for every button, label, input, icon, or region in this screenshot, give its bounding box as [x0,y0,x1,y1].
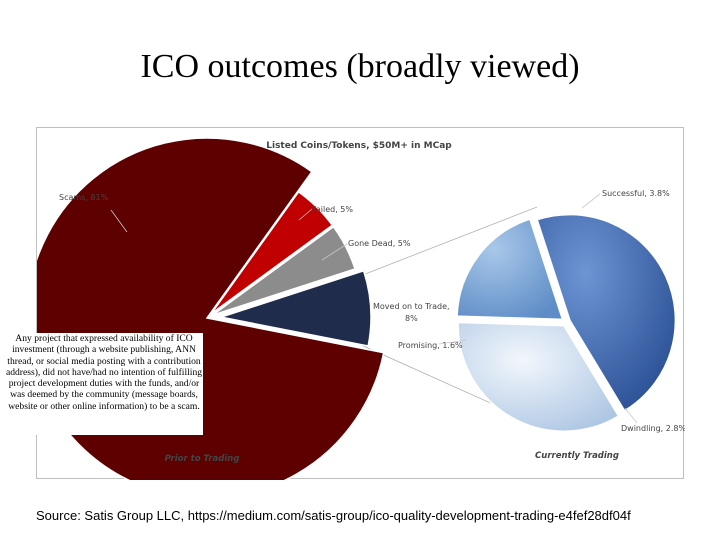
connector-line-top [354,206,538,279]
label-successful: Successful, 3.8% [602,189,670,198]
right-pie-subtitle: Currently Trading [535,451,619,461]
pie-slice-promising [455,217,565,321]
pie-chart-figure: Listed Coins/Tokens, $50M+ in MCap Prior… [5,127,685,480]
label-gone-dead: Gone Dead, 5% [348,239,411,248]
pie-slice-moved-on-to-trade [217,269,372,347]
label-scams: Scams, 81% [59,193,109,202]
pie-slice-gone-dead [211,225,356,316]
leader-gone-dead [321,243,348,261]
label-dwindling: Dwindling, 2.8% [621,424,685,433]
label-moved-to-trade-line1: Moved on to Trade, [373,302,450,311]
pie-chart-svg: Listed Coins/Tokens, $50M+ in MCap Prior… [37,137,685,480]
leader-failed [298,208,313,221]
pie-slice-dwindling [457,321,621,433]
source-citation: Source: Satis Group LLC, https://medium.… [36,508,631,523]
leader-dwindling [624,407,638,424]
label-moved-to-trade-line2: 8% [405,314,418,323]
chart-title: Listed Coins/Tokens, $50M+ in MCap [266,141,452,151]
leader-scams [110,209,128,233]
pie-slice-successful [535,213,677,413]
scam-definition-callout: Any project that expressed availability … [5,333,203,435]
leader-successful [581,193,601,209]
label-moved-to-trade: Moved on to Trade, 8% [373,302,450,323]
label-failed: Failed, 5% [312,205,353,214]
left-pie-subtitle: Prior to Trading [165,454,240,464]
leader-promising [438,339,468,345]
pie-slice-failed [210,190,334,315]
slide-title: ICO outcomes (broadly viewed) [140,48,580,85]
label-promising: Promising, 1.6% [398,341,463,350]
